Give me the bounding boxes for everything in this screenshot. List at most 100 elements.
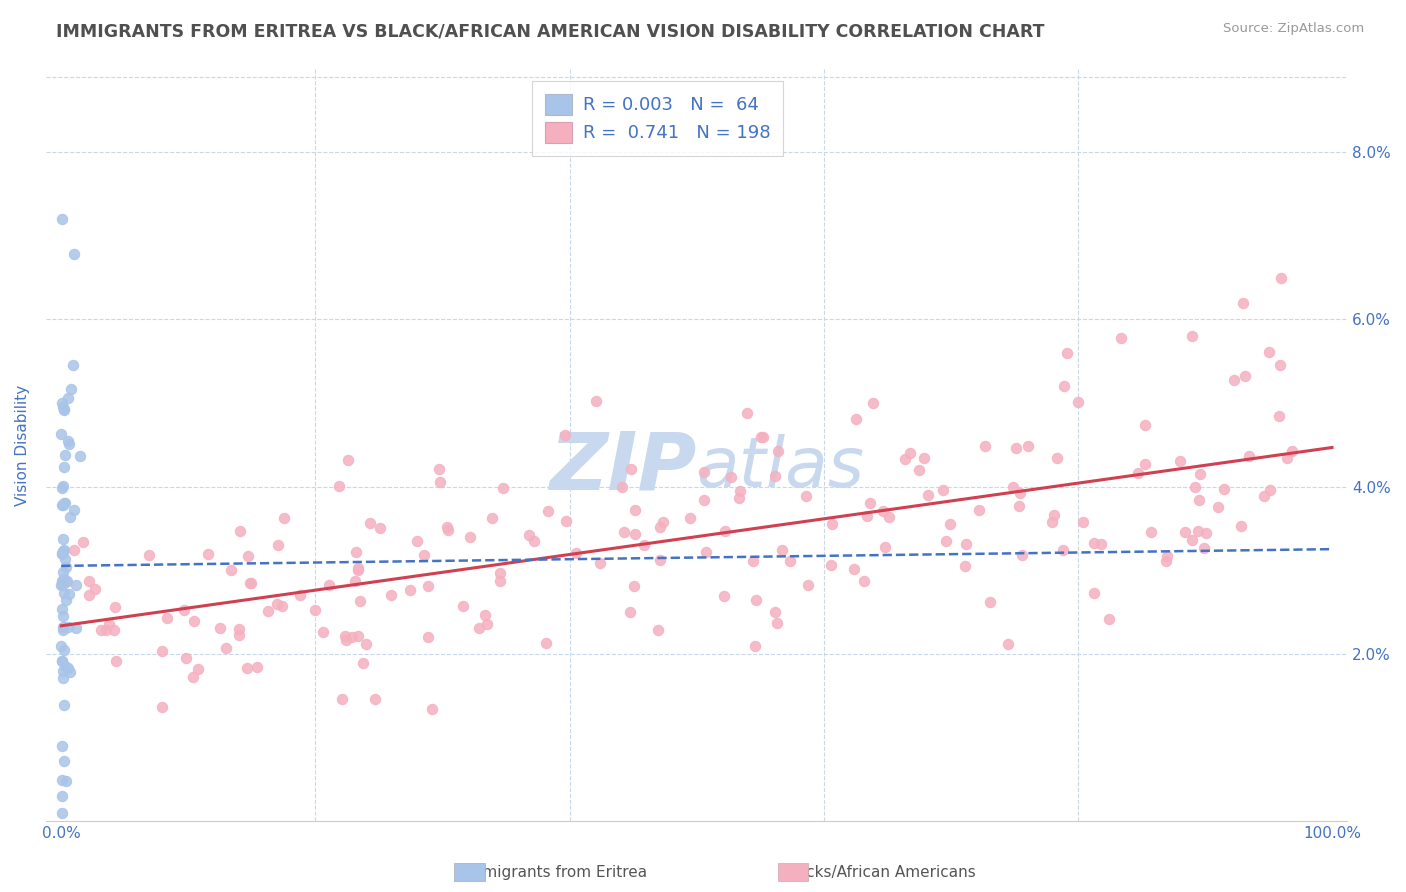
- Y-axis label: Vision Disability: Vision Disability: [15, 384, 30, 506]
- Point: [51, 654, 73, 668]
- Point: [555, 514, 578, 528]
- Point: [52, 665, 75, 679]
- Point: [405, 534, 427, 549]
- Point: [229, 524, 252, 539]
- Point: [955, 537, 977, 551]
- Point: [1270, 358, 1292, 372]
- Point: [235, 661, 257, 675]
- Point: [103, 623, 125, 637]
- Point: [517, 527, 540, 541]
- Point: [1188, 467, 1211, 482]
- Point: [1188, 492, 1211, 507]
- Point: [53, 448, 76, 462]
- Point: [1154, 554, 1177, 568]
- Point: [104, 599, 127, 614]
- Point: [53, 586, 76, 600]
- Point: [215, 641, 238, 656]
- Point: [856, 509, 879, 524]
- Point: [62, 543, 84, 558]
- Point: [474, 608, 496, 623]
- Point: [931, 483, 953, 498]
- Point: [52, 574, 75, 589]
- Point: [475, 616, 498, 631]
- Point: [938, 516, 960, 531]
- Point: [90, 623, 112, 637]
- Point: [620, 462, 643, 476]
- Point: [745, 592, 768, 607]
- Point: [65, 621, 87, 635]
- Point: [845, 411, 868, 425]
- Point: [354, 637, 377, 651]
- Point: [53, 659, 76, 673]
- Point: [183, 614, 205, 628]
- Point: [1181, 533, 1204, 547]
- Point: [523, 533, 546, 548]
- Point: [52, 623, 75, 637]
- Point: [228, 623, 250, 637]
- Point: [238, 549, 260, 563]
- Point: [728, 491, 751, 505]
- Point: [1232, 295, 1254, 310]
- Point: [51, 498, 73, 512]
- Point: [399, 583, 422, 598]
- Point: [55, 575, 77, 590]
- Point: [349, 593, 371, 607]
- Point: [766, 444, 789, 458]
- Point: [875, 540, 897, 554]
- Point: [51, 578, 73, 592]
- Point: [728, 484, 751, 499]
- Point: [967, 503, 990, 517]
- Point: [58, 587, 80, 601]
- Point: [343, 574, 366, 589]
- Point: [1042, 508, 1064, 523]
- Point: [197, 548, 219, 562]
- Point: [332, 692, 354, 706]
- Point: [55, 560, 77, 574]
- Point: [1071, 515, 1094, 529]
- Point: [266, 598, 288, 612]
- Point: [52, 400, 75, 414]
- Point: [62, 358, 84, 372]
- Point: [1168, 454, 1191, 468]
- Point: [347, 563, 370, 577]
- Point: [1156, 549, 1178, 563]
- Point: [877, 510, 900, 524]
- Point: [1268, 409, 1291, 423]
- Point: [859, 495, 882, 509]
- Point: [720, 469, 742, 483]
- Point: [1005, 441, 1028, 455]
- Point: [554, 428, 576, 442]
- Point: [1140, 524, 1163, 539]
- Point: [1206, 500, 1229, 515]
- Point: [623, 503, 645, 517]
- Point: [589, 556, 612, 570]
- Point: [763, 605, 786, 619]
- Point: [1045, 450, 1067, 465]
- Point: [52, 565, 75, 579]
- Point: [56, 391, 79, 405]
- Point: [58, 437, 80, 451]
- Point: [1187, 524, 1209, 538]
- Point: [55, 593, 77, 607]
- Point: [1128, 466, 1150, 480]
- Point: [52, 533, 75, 547]
- Point: [271, 599, 294, 614]
- Point: [1011, 548, 1033, 562]
- Point: [52, 496, 75, 510]
- Point: [1040, 516, 1063, 530]
- Point: [59, 509, 82, 524]
- Point: [1053, 379, 1076, 393]
- Point: [872, 503, 894, 517]
- Point: [418, 579, 440, 593]
- Point: [1181, 329, 1204, 343]
- Point: [359, 516, 381, 530]
- Point: [63, 247, 86, 261]
- Point: [51, 789, 73, 804]
- Point: [585, 393, 607, 408]
- Point: [52, 543, 75, 558]
- Point: [51, 427, 73, 442]
- Point: [1109, 331, 1132, 345]
- Point: [650, 520, 672, 534]
- Point: [492, 481, 515, 495]
- Point: [150, 700, 173, 714]
